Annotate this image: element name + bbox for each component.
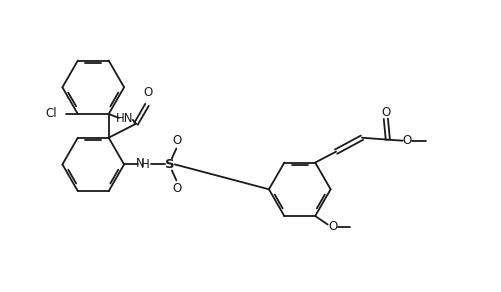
Text: Cl: Cl xyxy=(45,107,57,121)
Text: O: O xyxy=(380,106,390,119)
Text: O: O xyxy=(144,86,153,99)
Text: O: O xyxy=(401,134,410,147)
Text: O: O xyxy=(172,134,182,147)
Text: HN: HN xyxy=(116,112,133,125)
Text: H: H xyxy=(140,158,149,171)
Text: O: O xyxy=(327,220,337,234)
Text: N: N xyxy=(135,157,144,171)
Text: O: O xyxy=(172,182,182,195)
Text: S: S xyxy=(165,158,174,171)
